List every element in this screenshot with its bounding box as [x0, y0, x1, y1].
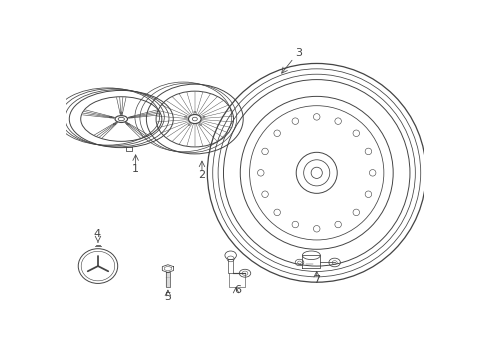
Text: 2: 2 — [198, 170, 205, 180]
Text: 6: 6 — [234, 285, 241, 295]
Text: 4: 4 — [94, 229, 101, 239]
Text: 5: 5 — [164, 292, 171, 302]
Text: 3: 3 — [295, 48, 302, 58]
Text: 1: 1 — [132, 164, 139, 174]
Text: 7: 7 — [313, 275, 320, 285]
